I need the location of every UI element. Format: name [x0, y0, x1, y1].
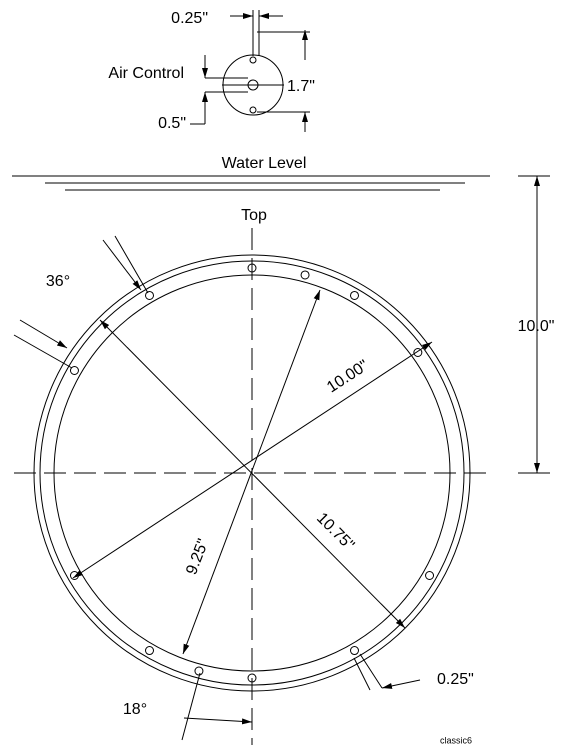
label: 0.25" [437, 671, 474, 688]
footer: classic6 [440, 735, 472, 745]
label: 9.25" [183, 537, 212, 577]
hole [247, 673, 257, 683]
hole [69, 366, 79, 375]
label: 18° [123, 701, 147, 718]
hole [145, 290, 154, 300]
hole [194, 666, 204, 676]
hole [145, 646, 154, 656]
detail-view [190, 10, 310, 132]
hole [350, 290, 359, 300]
hole [69, 571, 79, 580]
hole [425, 571, 435, 580]
label: 10.00" [324, 357, 372, 396]
hole [413, 348, 423, 358]
label: Air Control [108, 65, 184, 82]
main-view [13, 175, 550, 745]
label: 0.25" [171, 10, 208, 27]
label: 10.0" [518, 318, 555, 335]
hole [247, 263, 257, 273]
label: 10.75" [313, 510, 357, 554]
label: Top [241, 207, 267, 224]
label: Water Level [222, 155, 307, 172]
label: 0.5" [158, 115, 186, 132]
hole [350, 646, 359, 656]
label: 1.7" [287, 78, 315, 95]
hole [300, 270, 310, 280]
label: 36° [46, 273, 70, 290]
